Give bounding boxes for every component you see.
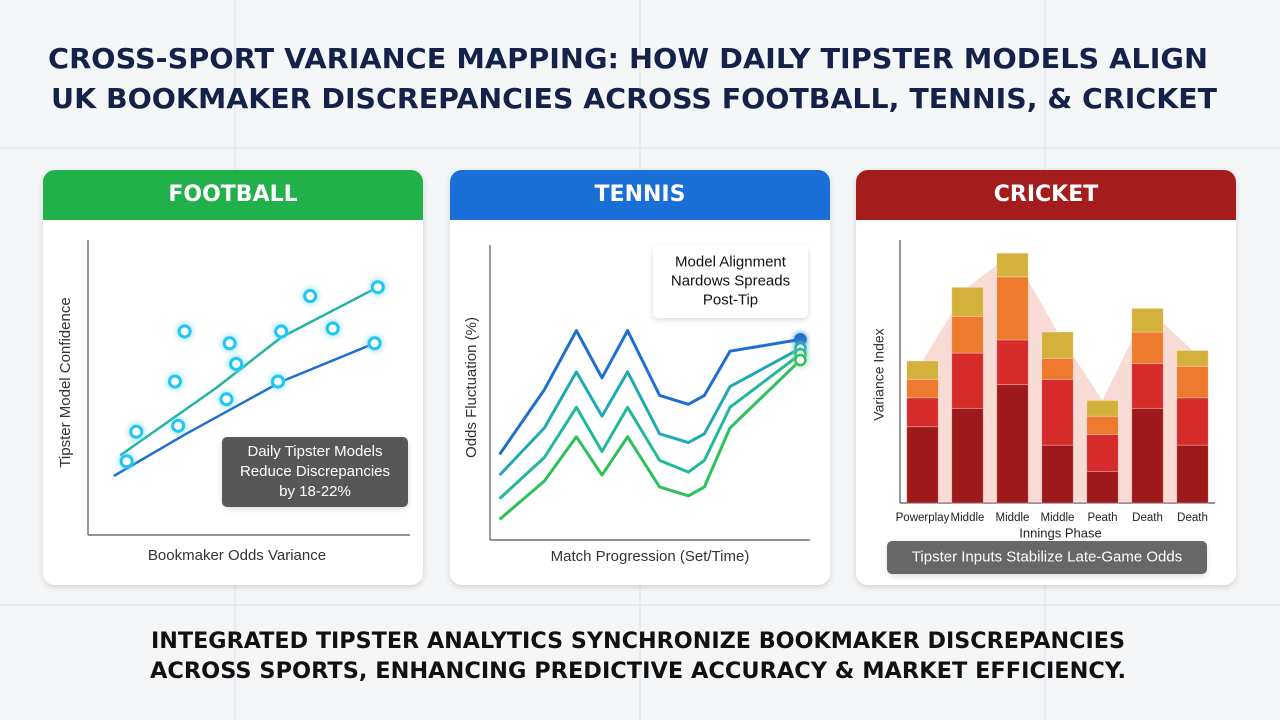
y-axis-label: Variance Index	[871, 328, 887, 420]
panel: FOOTBALL Daily Tipster Models Reduce Discr…	[43, 170, 423, 585]
end-marker	[794, 353, 807, 367]
footer-line: ACROSS SPORTS, ENHANCING PREDICTIVE ACCU…	[150, 659, 1126, 684]
scatter-point	[274, 324, 289, 339]
bar-segment	[951, 407, 984, 504]
x-tick-label: Middle	[951, 512, 985, 524]
annotation-text: Nardows Spreads	[671, 272, 790, 289]
trend-line	[113, 342, 376, 478]
bar-segment	[1041, 378, 1074, 446]
annotation: Daily Tipster Models Reduce Discrepancies…	[222, 437, 408, 507]
bar-segment	[951, 286, 984, 317]
x-axis-label: Bookmaker Odds Variance	[148, 547, 326, 564]
panel-title: FOOTBALL	[168, 182, 297, 207]
annotation: Tipster Inputs Stabilize Late-Game Odds	[887, 541, 1207, 574]
scatter-point	[219, 392, 234, 407]
bar-segment	[996, 252, 1029, 278]
bar-segment	[1086, 400, 1119, 417]
x-tick-label: Death	[1132, 512, 1163, 524]
series-line	[498, 329, 801, 456]
annotation-text: Model Alignment	[675, 253, 787, 270]
scatter-point	[177, 324, 192, 339]
panel-header	[43, 170, 423, 220]
x-tick-label: Middle	[996, 512, 1030, 524]
trend-line	[119, 286, 379, 457]
bar-segment	[906, 360, 939, 380]
bar-segment	[1086, 471, 1119, 504]
bar-segment	[1131, 331, 1164, 365]
annotation: Model Alignment Nardows Spreads Post-Tip	[653, 245, 808, 318]
bar-segment	[996, 339, 1029, 386]
scatter-point	[222, 336, 237, 351]
bar-segment	[1086, 415, 1119, 436]
panel: TENNIS Model Alignment Nardows Spreads Post…	[450, 170, 830, 585]
scatter-point	[303, 289, 318, 304]
x-tick-label: Powerplay	[896, 512, 950, 524]
bar-segment	[1131, 307, 1164, 333]
annotation-text: Daily Tipster Models	[247, 443, 382, 460]
annotation-box	[887, 541, 1207, 574]
bar-segment	[906, 378, 939, 399]
bar-segment	[996, 384, 1029, 504]
x-tick-label: Middle	[1041, 512, 1075, 524]
bar-segment	[1131, 363, 1164, 409]
title-line: UK BOOKMAKER DISCREPANCIES ACROSS FOOTBA…	[51, 82, 1217, 115]
bar-segment	[1041, 444, 1074, 504]
annotation-text: Reduce Discrepancies	[240, 463, 390, 480]
annotation-text: by 18-22%	[279, 483, 351, 500]
bar-segment	[1041, 331, 1074, 359]
bar-segment	[906, 397, 939, 428]
annotation-box	[222, 437, 408, 507]
bar-segment	[1176, 397, 1209, 446]
bar-segment	[996, 276, 1029, 341]
scatter-point	[270, 374, 285, 389]
scatter-point	[229, 356, 244, 371]
bar-segment	[1086, 434, 1119, 472]
footer-line: INTEGRATED TIPSTER ANALYTICS SYNCHRONIZE…	[151, 629, 1125, 654]
scatter-point	[129, 424, 144, 439]
annotation-text: Post-Tip	[703, 291, 758, 308]
panel-card	[43, 170, 423, 585]
scatter-point	[370, 280, 385, 295]
scatter-point	[367, 336, 382, 351]
scatter-point	[325, 321, 340, 336]
bar-segment	[1176, 350, 1209, 367]
bar-segment	[1041, 357, 1074, 380]
x-axis-label: Innings Phase	[1019, 525, 1101, 540]
series-line	[498, 359, 802, 521]
series-line	[498, 352, 802, 500]
scatter-point	[119, 454, 134, 469]
y-axis-label: Tipster Model Confidence	[57, 297, 74, 467]
bar-segment	[1176, 365, 1209, 399]
bar-segment	[1131, 407, 1164, 504]
title-line: CROSS-SPORT VARIANCE MAPPING: HOW DAILY …	[48, 42, 1208, 75]
panel-header	[450, 170, 830, 220]
panel-title: CRICKET	[994, 182, 1099, 207]
y-axis-label: Odds Fluctuation (%)	[463, 317, 480, 458]
series-line	[498, 346, 802, 477]
panel-title: TENNIS	[595, 182, 686, 207]
panel-header	[856, 170, 1236, 220]
bar-segment	[951, 315, 984, 354]
bar-segment	[906, 426, 939, 504]
annotation-box	[653, 245, 808, 318]
x-axis-label: Match Progression (Set/Time)	[551, 548, 750, 565]
x-tick-label: Death	[1177, 512, 1208, 524]
bar-segment	[1176, 444, 1209, 504]
x-tick-label: Peath	[1087, 512, 1117, 524]
scatter-point	[167, 374, 182, 389]
bar-segment	[951, 352, 984, 409]
panel-card	[450, 170, 830, 585]
annotation-text: Tipster Inputs Stabilize Late-Game Odds	[912, 548, 1182, 565]
scatter-point	[171, 418, 186, 433]
